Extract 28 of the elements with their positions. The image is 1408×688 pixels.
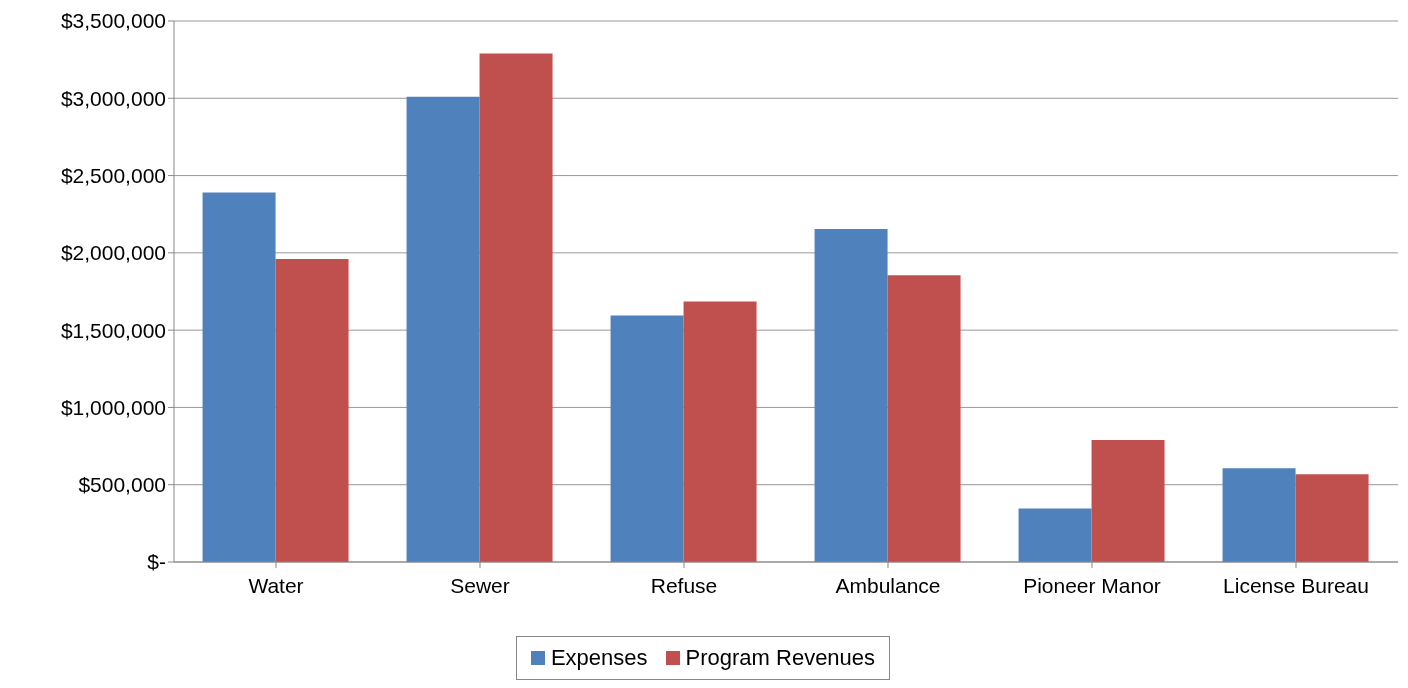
y-tick-label: $1,500,000 bbox=[60, 318, 166, 342]
legend-label: Expenses bbox=[549, 645, 648, 671]
bar bbox=[1018, 508, 1092, 562]
bar bbox=[406, 96, 480, 562]
bar bbox=[610, 315, 684, 562]
y-tick-label: $500,000 bbox=[78, 473, 166, 497]
y-tick-label: $1,000,000 bbox=[60, 395, 166, 419]
y-tick-label: $3,000,000 bbox=[60, 86, 166, 110]
bar bbox=[275, 259, 349, 562]
y-tick-label: $3,500,000 bbox=[60, 9, 166, 33]
bar bbox=[887, 275, 961, 562]
bar bbox=[1222, 468, 1296, 562]
x-tick-label: Ambulance bbox=[835, 573, 941, 597]
bar bbox=[814, 228, 888, 562]
x-tick-label: Pioneer Manor bbox=[1023, 573, 1161, 597]
bar bbox=[1295, 474, 1369, 562]
y-tick-label: $- bbox=[147, 550, 166, 574]
y-tick-label: $2,000,000 bbox=[60, 241, 166, 265]
y-tick-label: $2,500,000 bbox=[60, 164, 166, 188]
bar bbox=[683, 301, 757, 562]
bar bbox=[479, 53, 553, 562]
x-tick-label: Sewer bbox=[450, 573, 510, 597]
bar bbox=[1091, 439, 1165, 562]
legend-label: Program Revenues bbox=[684, 645, 876, 671]
bar bbox=[202, 192, 276, 562]
x-tick-label: License Bureau bbox=[1223, 573, 1369, 597]
x-tick-label: Refuse bbox=[650, 573, 718, 597]
x-tick-label: Water bbox=[248, 573, 304, 597]
